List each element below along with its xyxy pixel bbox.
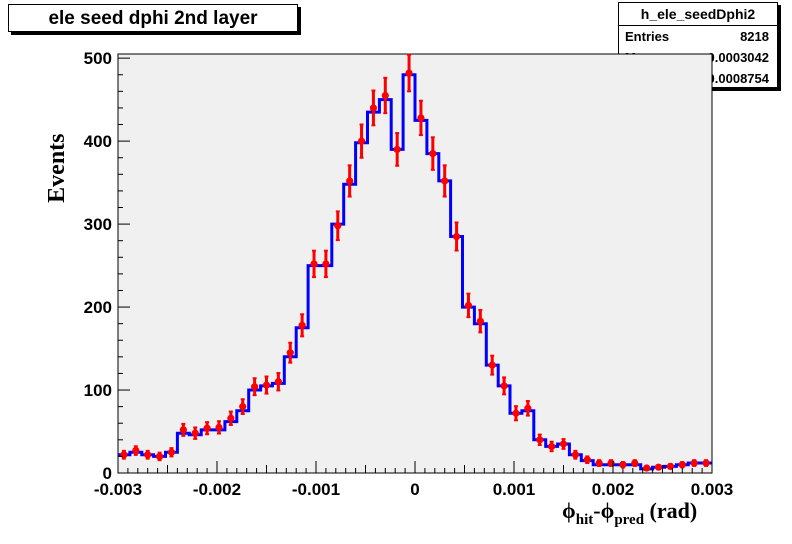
stats-histogram-name: h_ele_seedDphi2 (619, 3, 777, 26)
data-point (369, 104, 378, 112)
x-tick-label: 0 (410, 480, 419, 499)
data-point (405, 69, 413, 77)
x-axis-title-sub-hit: hit (576, 512, 594, 528)
data-point (631, 459, 639, 467)
y-tick-label: 300 (84, 215, 112, 234)
data-point (167, 448, 176, 456)
data-point (571, 451, 579, 459)
x-axis-title-sub-pred: pred (614, 512, 644, 528)
data-point (251, 383, 259, 391)
y-tick-label: 100 (84, 381, 112, 400)
x-tick-label: 0.002 (592, 480, 635, 499)
stats-row-entries: Entries 8218 (625, 27, 769, 47)
data-point (262, 381, 271, 389)
chart-title: ele seed dphi 2nd layer (48, 8, 258, 29)
data-point (346, 177, 354, 185)
x-axis-title-symbol: ϕ (562, 498, 576, 523)
stats-entries-value: 8218 (740, 29, 769, 44)
data-point (512, 409, 520, 417)
title-box: ele seed dphi 2nd layer (8, 4, 298, 32)
data-point (227, 414, 235, 422)
chart-marks (118, 53, 712, 472)
data-point (690, 459, 698, 467)
data-point (274, 378, 282, 386)
data-point (132, 446, 140, 455)
x-tick-label: 0.003 (691, 480, 734, 499)
data-point (678, 461, 686, 469)
data-point (310, 260, 318, 268)
data-point (215, 423, 223, 431)
data-point (536, 436, 544, 444)
x-tick-label: -0.003 (94, 480, 142, 499)
data-point (488, 361, 496, 369)
data-point (179, 426, 187, 434)
y-tick-label: 0 (103, 464, 112, 483)
data-point (595, 459, 603, 467)
data-point (381, 91, 389, 100)
x-axis-title-unit: (rad) (644, 498, 697, 523)
x-tick-label: 0.001 (493, 480, 536, 499)
data-point (417, 114, 425, 122)
data-point (429, 149, 437, 158)
data-point (524, 404, 532, 412)
data-point (357, 137, 366, 145)
data-point (464, 301, 473, 309)
data-point (619, 461, 627, 469)
data-point (298, 321, 306, 329)
stats-entries-label: Entries (625, 29, 670, 44)
data-point (654, 463, 663, 471)
data-point (191, 429, 199, 437)
data-point (548, 442, 556, 451)
chart-axes: -0.003 -0.002 -0.001 0 0.001 0.002 0.003 0 100 20… (84, 49, 734, 499)
data-point (500, 382, 508, 390)
x-tick-label: -0.001 (292, 480, 340, 499)
data-point (702, 459, 710, 467)
data-point (155, 452, 164, 461)
data-point (239, 403, 247, 411)
plot-frame (117, 53, 713, 474)
data-point (334, 222, 342, 230)
data-point (607, 459, 615, 467)
x-tick-label: -0.002 (193, 480, 241, 499)
data-point (203, 424, 211, 432)
data-point (583, 456, 591, 464)
data-point (144, 451, 152, 459)
data-point (452, 232, 461, 241)
x-axis-title: ϕhit-ϕpred (rad) (562, 498, 697, 528)
data-point (393, 145, 401, 154)
stats-rms-value: 0.0008754 (707, 71, 769, 86)
data-point (441, 177, 449, 185)
y-tick-label: 500 (84, 49, 112, 68)
y-axis-title: Events (44, 134, 70, 203)
y-tick-label: 200 (84, 298, 112, 317)
data-point (120, 451, 128, 459)
x-axis-title-minus-symbol: -ϕ (593, 498, 614, 523)
stats-box: h_ele_seedDphi2 Entries 8218 Mean -0.000… (618, 2, 778, 88)
data-point (666, 462, 675, 470)
data-point (322, 260, 330, 268)
data-point (286, 349, 294, 357)
data-point (643, 464, 651, 472)
y-tick-label: 400 (84, 132, 112, 151)
stats-mean-value: -0.0003042 (703, 50, 769, 65)
data-point (559, 440, 568, 448)
data-point (476, 317, 484, 325)
